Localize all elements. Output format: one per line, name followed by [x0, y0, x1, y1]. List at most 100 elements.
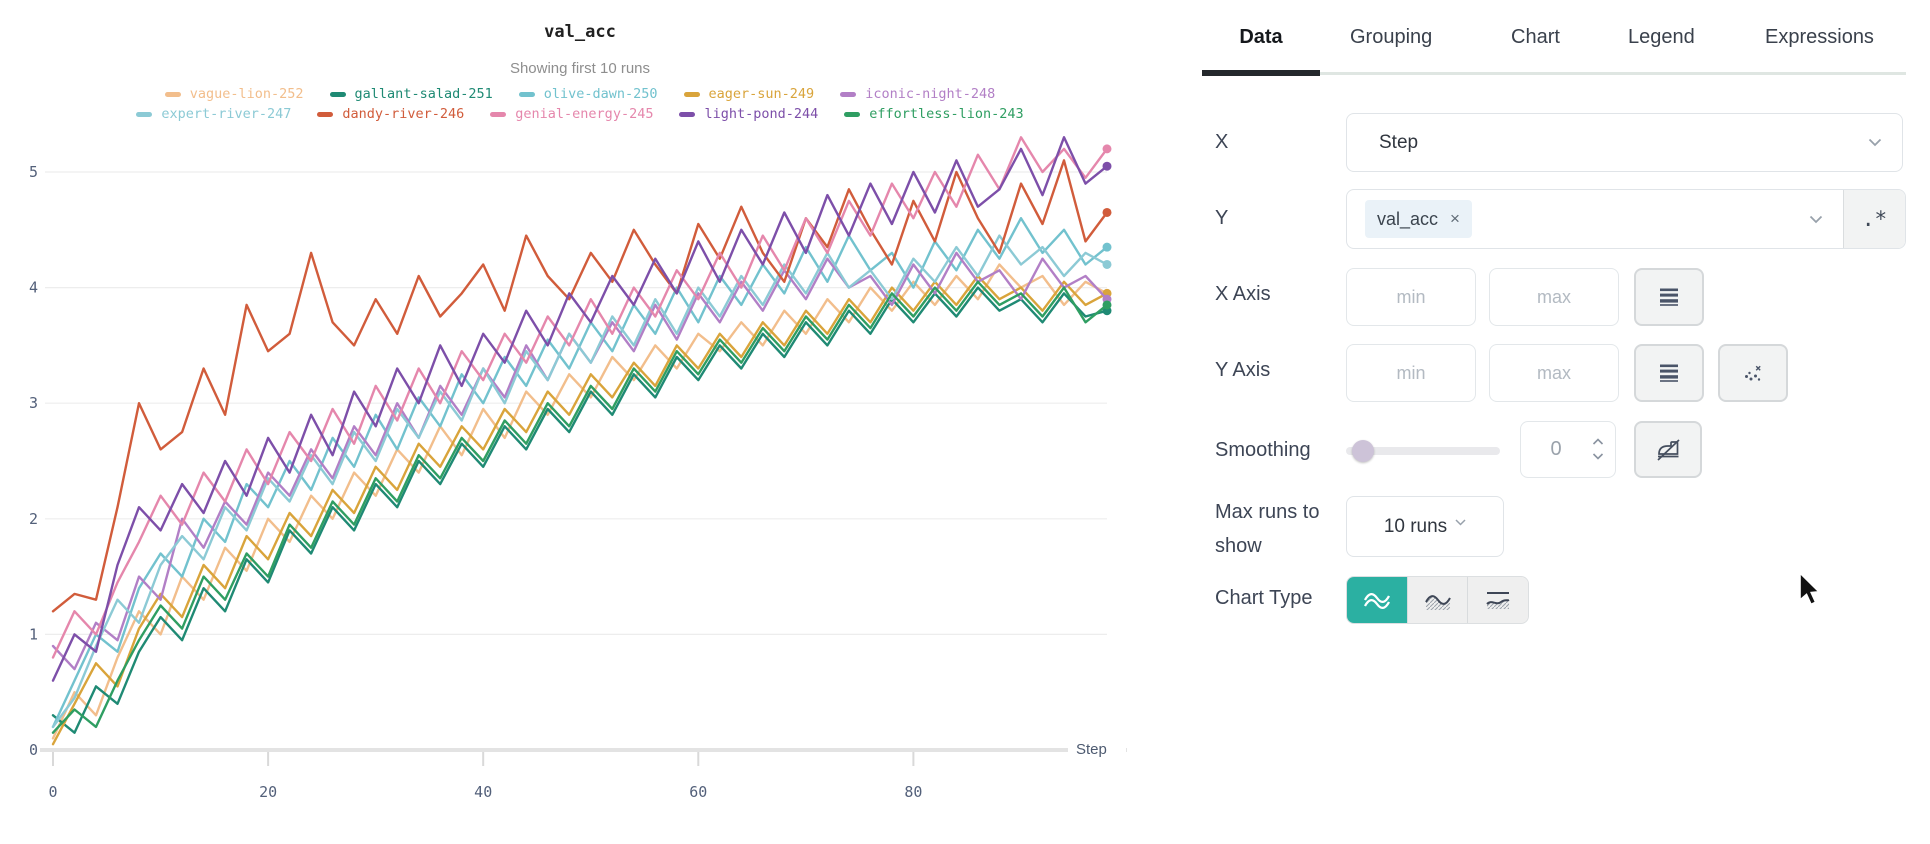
legend-item: effortless-lion-243 — [844, 106, 1024, 122]
series-line-olive-dawn-250[interactable] — [51, 216, 1109, 729]
y-tick-label: 5 — [29, 163, 38, 181]
legend-swatch — [844, 111, 861, 117]
legend-item: expert-river-247 — [136, 106, 291, 122]
y-tick-label: 0 — [29, 741, 38, 759]
max-runs-label: Max runs to show — [1215, 501, 1320, 557]
legend-run-name: light-pond-244 — [704, 106, 819, 122]
legend-run-name: iconic-night-248 — [865, 86, 996, 102]
series-line-vague-lion-252[interactable] — [51, 263, 1109, 740]
legend-swatch — [164, 91, 181, 97]
y-tick-label: 4 — [29, 279, 38, 297]
legend-item: dandy-river-246 — [317, 106, 464, 122]
x-axis-max-input[interactable] — [1489, 268, 1619, 326]
x-axis-title: Step — [1076, 741, 1107, 758]
chart-title: val_acc — [544, 22, 616, 42]
series-line-light-pond-244[interactable] — [51, 136, 1109, 682]
y-axis-max-input[interactable] — [1489, 344, 1619, 402]
max-runs-select[interactable]: 10 runs — [1346, 496, 1504, 557]
y-value-multiselect[interactable]: val_acc × .* — [1346, 189, 1906, 249]
legend-swatch — [683, 91, 700, 97]
area-plot-icon — [1424, 595, 1451, 610]
series-endpoint-genial-energy-245 — [1102, 144, 1112, 154]
mouse-cursor — [1799, 572, 1821, 606]
x-tick-label: 60 — [689, 783, 707, 801]
x-axis-label: X Axis — [1215, 283, 1271, 305]
tab-legend[interactable]: Legend — [1628, 26, 1695, 48]
tab-grouping[interactable]: Grouping — [1350, 26, 1433, 48]
chart-type-area-button[interactable] — [1407, 577, 1469, 623]
y-tick-label: 2 — [29, 510, 38, 528]
chevron-down-icon — [1455, 519, 1466, 526]
disable-smoothing-button[interactable] — [1634, 421, 1702, 478]
chart-panel: val_acc Showing first 10 runs vague-lion… — [0, 0, 1160, 844]
number-stepper-icons[interactable] — [1592, 436, 1604, 462]
chart-subtitle: Showing first 10 runs — [509, 60, 651, 77]
legend-item: eager-sun-249 — [683, 86, 815, 102]
tab-expressions[interactable]: Expressions — [1765, 26, 1874, 48]
legend-item: genial-energy-245 — [490, 106, 653, 122]
legend-swatch — [136, 111, 153, 117]
chart-legend-row-1: vague-lion-252 gallant-salad-251 olive-daw… — [0, 84, 1160, 104]
legend-swatch — [317, 111, 334, 117]
chart-type-line-button[interactable] — [1347, 577, 1408, 623]
series-line-expert-river-247[interactable] — [51, 234, 1109, 729]
y-axis-log-scale-button[interactable] — [1634, 344, 1704, 402]
tab-data[interactable]: Data — [1239, 26, 1283, 48]
iron-slash-icon — [1657, 438, 1680, 461]
x-value-select[interactable]: Step — [1346, 113, 1903, 172]
legend-item: light-pond-244 — [679, 106, 818, 122]
y-selected-tag: val_acc × — [1365, 200, 1472, 238]
legend-swatch — [518, 91, 535, 97]
chart-type-minmax-button[interactable] — [1468, 577, 1528, 623]
x-field-label: X — [1215, 131, 1229, 153]
y-axis-min-input[interactable] — [1346, 344, 1476, 402]
legend-run-name: eager-sun-249 — [708, 86, 815, 102]
active-tab-underline — [1202, 70, 1320, 76]
x-selected-value: Step — [1379, 131, 1419, 153]
legend-item: gallant-salad-251 — [329, 86, 493, 102]
ignore-outliers-button[interactable] — [1718, 344, 1788, 402]
legend-item: vague-lion-252 — [164, 86, 304, 102]
legend-swatch — [679, 111, 696, 117]
series-endpoint-light-pond-244 — [1102, 161, 1112, 171]
ignore-outliers-icon — [1745, 365, 1761, 381]
x-tick-label: 20 — [259, 783, 277, 801]
series-line-dandy-river-246[interactable] — [51, 159, 1109, 613]
legend-run-name: dandy-river-246 — [342, 106, 465, 122]
legend-swatch — [329, 91, 346, 97]
legend-item: iconic-night-248 — [840, 86, 995, 102]
series-line-gallant-salad-251[interactable] — [51, 286, 1109, 734]
chart-legend-row-2: expert-river-247 dandy-river-246 genial-en… — [0, 104, 1160, 124]
smoothing-slider-thumb[interactable] — [1352, 440, 1374, 462]
x-axis-log-scale-button[interactable] — [1634, 268, 1704, 326]
chevron-down-icon — [1868, 138, 1882, 147]
smoothing-value-input[interactable] — [1520, 421, 1616, 478]
y-tick-label: 1 — [29, 625, 38, 643]
y-tick-label: 3 — [29, 394, 38, 412]
chart-type-label: Chart Type — [1215, 587, 1313, 609]
x-tick-label: 0 — [48, 783, 57, 801]
series-endpoint-dandy-river-246 — [1102, 207, 1112, 217]
series-line-effortless-lion-243[interactable] — [51, 280, 1109, 734]
series-line-iconic-night-248[interactable] — [51, 251, 1109, 671]
tab-chart[interactable]: Chart — [1511, 26, 1560, 48]
x-axis-min-input[interactable] — [1346, 268, 1476, 326]
series-line-genial-energy-245[interactable] — [51, 136, 1109, 659]
smoothing-slider-track[interactable] — [1346, 447, 1500, 455]
y-field-label: Y — [1215, 207, 1229, 229]
x-tick-label: 40 — [474, 783, 492, 801]
legend-run-name: olive-dawn-250 — [543, 86, 658, 102]
legend-item: olive-dawn-250 — [518, 86, 658, 102]
log-scale-icon — [1660, 364, 1678, 382]
axis-label-backdrop — [1068, 737, 1126, 759]
chevron-down-icon — [1809, 215, 1823, 223]
line-chart-plot[interactable]: 0 1 2 3 4 5 0 20 40 60 80 Step — [0, 0, 1160, 844]
line-plot-icon — [1363, 592, 1390, 610]
smoothing-label: Smoothing — [1215, 439, 1311, 461]
max-runs-value: 10 runs — [1383, 515, 1448, 537]
legend-run-name: gallant-salad-251 — [354, 86, 493, 102]
legend-run-name: genial-energy-245 — [515, 106, 654, 122]
regex-toggle-button[interactable]: .* — [1843, 190, 1905, 248]
legend-run-name: vague-lion-252 — [189, 86, 304, 102]
remove-tag-icon[interactable]: × — [1450, 209, 1460, 228]
